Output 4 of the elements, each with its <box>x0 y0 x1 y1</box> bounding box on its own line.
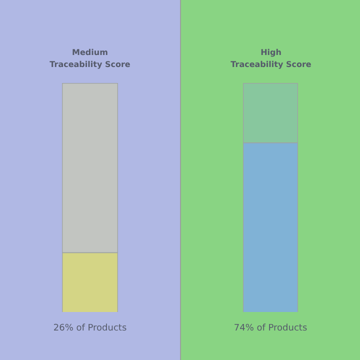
data-label: 26% of Products <box>53 323 127 334</box>
chart-title: Medium Traceability Score <box>48 47 132 71</box>
data-label: 74% of Products <box>234 323 308 334</box>
chart-title: High Traceability Score <box>230 47 312 71</box>
